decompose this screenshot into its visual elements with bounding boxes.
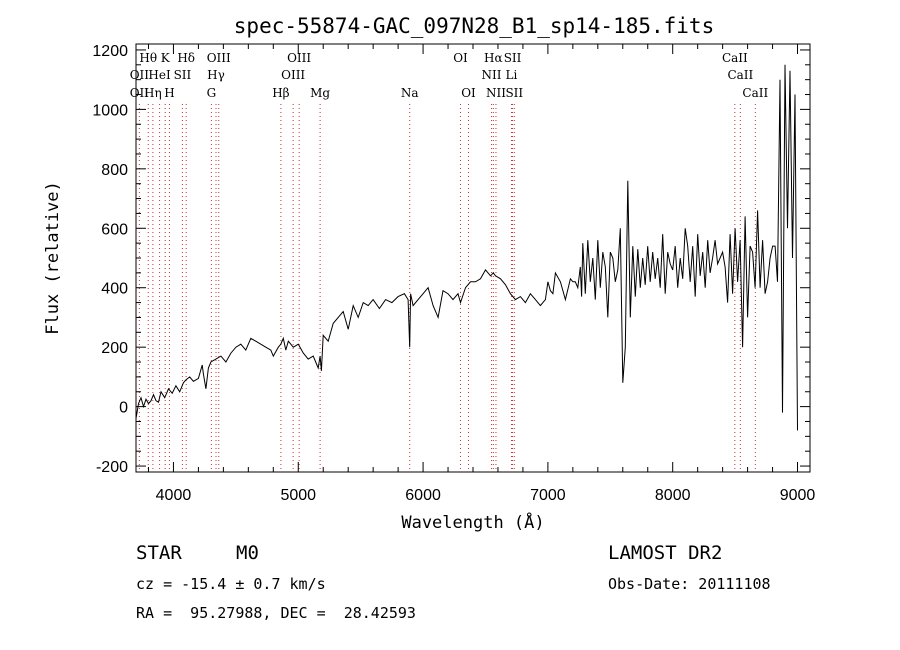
y-tick-label: 600	[101, 221, 128, 238]
line-label: Li	[506, 68, 518, 82]
x-tick-label: 9000	[780, 487, 816, 504]
line-label: Mg	[310, 86, 330, 100]
line-label: CaII	[727, 68, 753, 82]
y-tick-label: 400	[101, 281, 128, 298]
y-tick-label: 1000	[92, 102, 128, 119]
line-label: OII	[130, 68, 150, 82]
x-tick-label: 8000	[655, 487, 691, 504]
line-label: Hη	[144, 86, 162, 100]
line-label: Hγ	[207, 68, 225, 82]
line-label: NII	[486, 86, 506, 100]
object-subclass: M0	[236, 542, 259, 564]
line-label: OI	[453, 51, 468, 65]
axis-ticks: 4000 5000 6000 7000 8000 9000 -200 0 200 400 600 80…	[92, 43, 815, 504]
line-label: Hα	[484, 51, 503, 65]
chart-title: spec-55874-GAC_097N28_B1_sp14-185.fits	[234, 14, 714, 38]
line-label: OIII	[287, 51, 311, 65]
observation-date: Obs-Date: 20111108	[608, 575, 771, 593]
line-label: H	[164, 86, 174, 100]
line-label: OIII	[281, 68, 305, 82]
line-label: SII	[505, 86, 523, 100]
line-label: NII	[481, 68, 501, 82]
object-class: STAR	[136, 542, 182, 564]
sky-coordinates: RA = 95.27988, DEC = 28.42593	[136, 604, 416, 622]
x-axis-label: Wavelength (Å)	[401, 511, 544, 533]
line-label: SII	[174, 68, 192, 82]
line-label: G	[207, 86, 217, 100]
y-axis-label: Flux (relative)	[43, 181, 63, 335]
line-label: Hθ	[139, 51, 157, 65]
line-label: CaII	[742, 86, 768, 100]
x-tick-label: 6000	[405, 487, 441, 504]
line-label: CaII	[722, 51, 748, 65]
y-tick-label: 0	[119, 400, 128, 417]
y-tick-label: 200	[101, 340, 128, 357]
spectrum-series-line	[135, 64, 798, 431]
line-label: Hδ	[177, 51, 195, 65]
line-label: SII	[504, 51, 522, 65]
y-tick-label: -200	[96, 459, 128, 476]
y-tick-label: 1200	[92, 43, 128, 60]
line-label: K	[161, 51, 171, 65]
survey-name: LAMOST DR2	[608, 542, 723, 564]
spectral-line-markers	[138, 104, 756, 472]
line-label: OI	[461, 86, 476, 100]
line-label: OII	[130, 86, 150, 100]
line-label: OIII	[207, 51, 231, 65]
x-tick-label: 7000	[530, 487, 566, 504]
redshift-velocity: cz = -15.4 ± 0.7 km/s	[136, 575, 326, 593]
y-tick-label: 800	[101, 162, 128, 179]
line-label: Hβ	[272, 86, 289, 100]
x-tick-label: 5000	[280, 487, 316, 504]
line-label: HeI	[148, 68, 171, 82]
x-tick-label: 4000	[156, 487, 192, 504]
line-label: Na	[401, 86, 419, 100]
